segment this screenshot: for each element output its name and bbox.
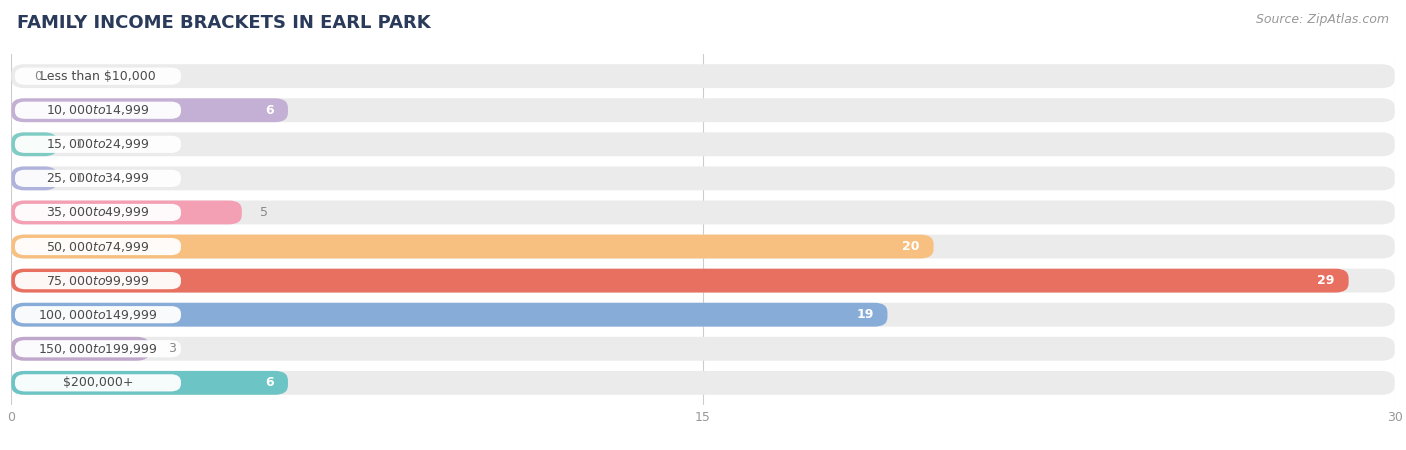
FancyBboxPatch shape xyxy=(11,201,1395,225)
FancyBboxPatch shape xyxy=(11,64,1395,88)
Text: $10,000 to $14,999: $10,000 to $14,999 xyxy=(46,103,149,117)
Text: FAMILY INCOME BRACKETS IN EARL PARK: FAMILY INCOME BRACKETS IN EARL PARK xyxy=(17,14,430,32)
FancyBboxPatch shape xyxy=(11,269,1348,292)
FancyBboxPatch shape xyxy=(15,102,181,119)
Text: 19: 19 xyxy=(856,308,873,321)
FancyBboxPatch shape xyxy=(15,374,181,392)
Text: $75,000 to $99,999: $75,000 to $99,999 xyxy=(46,274,149,288)
Text: 0: 0 xyxy=(34,70,42,83)
Text: 29: 29 xyxy=(1317,274,1334,287)
FancyBboxPatch shape xyxy=(15,238,181,255)
Text: 6: 6 xyxy=(266,376,274,389)
FancyBboxPatch shape xyxy=(11,234,1395,258)
Text: Source: ZipAtlas.com: Source: ZipAtlas.com xyxy=(1256,14,1389,27)
FancyBboxPatch shape xyxy=(11,132,58,156)
FancyBboxPatch shape xyxy=(11,303,1395,327)
Text: 1: 1 xyxy=(76,172,84,185)
FancyBboxPatch shape xyxy=(15,306,181,323)
FancyBboxPatch shape xyxy=(11,337,149,361)
Text: Less than $10,000: Less than $10,000 xyxy=(41,70,156,83)
Text: 3: 3 xyxy=(169,342,176,355)
FancyBboxPatch shape xyxy=(11,234,934,258)
FancyBboxPatch shape xyxy=(15,68,181,85)
Text: 1: 1 xyxy=(76,138,84,151)
FancyBboxPatch shape xyxy=(11,98,1395,122)
Text: $150,000 to $199,999: $150,000 to $199,999 xyxy=(38,342,157,356)
Text: $25,000 to $34,999: $25,000 to $34,999 xyxy=(46,171,149,185)
FancyBboxPatch shape xyxy=(11,337,1395,361)
Text: 20: 20 xyxy=(903,240,920,253)
Text: $200,000+: $200,000+ xyxy=(63,376,134,389)
FancyBboxPatch shape xyxy=(11,98,288,122)
Text: $15,000 to $24,999: $15,000 to $24,999 xyxy=(46,137,149,151)
FancyBboxPatch shape xyxy=(11,166,58,190)
FancyBboxPatch shape xyxy=(11,371,1395,395)
FancyBboxPatch shape xyxy=(15,272,181,289)
FancyBboxPatch shape xyxy=(11,303,887,327)
FancyBboxPatch shape xyxy=(15,136,181,153)
Text: 5: 5 xyxy=(260,206,269,219)
FancyBboxPatch shape xyxy=(11,269,1395,292)
Text: $50,000 to $74,999: $50,000 to $74,999 xyxy=(46,239,149,253)
Text: 6: 6 xyxy=(266,104,274,117)
Text: $100,000 to $149,999: $100,000 to $149,999 xyxy=(38,308,157,322)
Text: $35,000 to $49,999: $35,000 to $49,999 xyxy=(46,206,149,220)
FancyBboxPatch shape xyxy=(11,201,242,225)
FancyBboxPatch shape xyxy=(15,170,181,187)
FancyBboxPatch shape xyxy=(11,132,1395,156)
FancyBboxPatch shape xyxy=(15,340,181,357)
FancyBboxPatch shape xyxy=(15,204,181,221)
FancyBboxPatch shape xyxy=(11,371,288,395)
FancyBboxPatch shape xyxy=(11,166,1395,190)
